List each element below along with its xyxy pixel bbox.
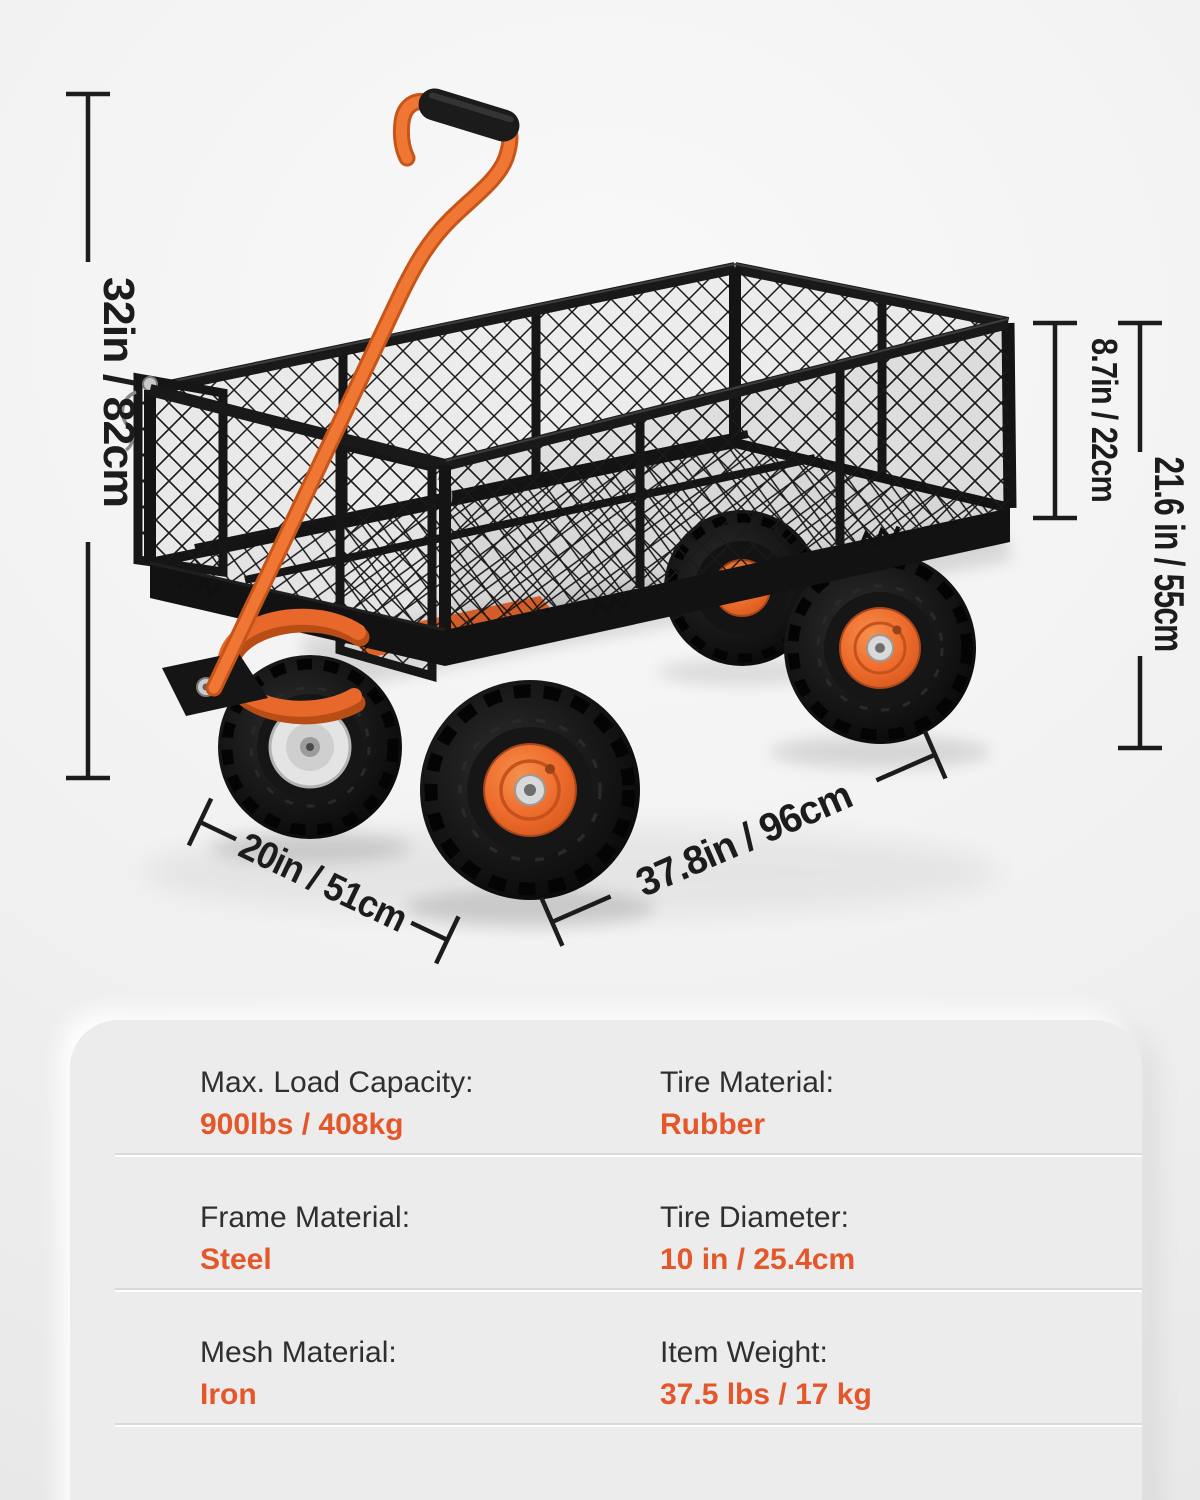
cart-illustration: 32in / 82cm 8.7in / 22cm 21.6 in / 55cm …	[66, 88, 1193, 965]
spec-label: Mesh Material:	[200, 1336, 397, 1369]
spec-tire-diameter: Tire Diameter: 10 in / 25.4cm	[660, 1201, 1122, 1277]
spring-clip	[590, 593, 633, 617]
spec-value: Rubber	[660, 1108, 765, 1141]
hub-slot	[545, 764, 555, 774]
spec-label: Tire Material:	[660, 1066, 834, 1099]
spec-value: 900lbs / 408kg	[200, 1108, 404, 1141]
spec-value: Iron	[200, 1378, 257, 1411]
spec-row-1: Max. Load Capacity: 900lbs / 408kg Tire …	[70, 1020, 1142, 1153]
divider	[115, 1288, 1142, 1290]
wheel-front-right	[420, 680, 640, 900]
spec-label: Tire Diameter:	[660, 1201, 849, 1234]
spec-max-load: Max. Load Capacity: 900lbs / 408kg	[200, 1066, 660, 1142]
front-gate-panel	[120, 372, 228, 578]
divider	[115, 1423, 1142, 1425]
spec-value: 37.5 lbs / 17 kg	[660, 1378, 872, 1411]
spec-card: Max. Load Capacity: 900lbs / 408kg Tire …	[70, 1020, 1142, 1500]
dimension-side-wall-height: 8.7in / 22cm	[1033, 320, 1125, 521]
spring-clip	[176, 573, 224, 599]
divider	[115, 1153, 1142, 1155]
handle-shaft	[208, 96, 516, 694]
spec-row-3: Mesh Material: Iron Item Weight: 37.5 lb…	[70, 1290, 1142, 1423]
spec-tire-material: Tire Material: Rubber	[660, 1066, 1122, 1142]
spec-row-2: Frame Material: Steel Tire Diameter: 10 …	[70, 1155, 1142, 1288]
spec-frame-material: Frame Material: Steel	[200, 1201, 660, 1277]
dimension-label-side-wall-height: 8.7in / 22cm	[1084, 338, 1125, 502]
spec-label: Item Weight:	[660, 1336, 828, 1369]
spec-mesh-material: Mesh Material: Iron	[200, 1336, 660, 1412]
spec-item-weight: Item Weight: 37.5 lbs / 17 kg	[660, 1336, 1122, 1412]
spec-value: Steel	[200, 1243, 272, 1276]
wheel-rear-right	[784, 552, 976, 744]
dimension-label-height-to-rim: 21.6 in / 55cm	[1146, 457, 1193, 652]
dimension-height-overall: 32in / 82cm	[66, 91, 143, 781]
spec-value: 10 in / 25.4cm	[660, 1243, 856, 1276]
spec-label: Frame Material:	[200, 1201, 411, 1234]
handle-assembly	[162, 88, 520, 725]
spring-clip	[858, 525, 901, 549]
dimension-label-height-overall: 32in / 82cm	[94, 277, 143, 507]
hub-slot	[892, 625, 902, 635]
side-panel-near	[148, 317, 1010, 630]
handle-grip	[418, 88, 520, 142]
spec-label: Max. Load Capacity:	[200, 1066, 474, 1099]
latch-wire	[120, 390, 137, 452]
side-panel-far	[148, 262, 737, 568]
dimension-height-to-rim: 21.6 in / 55cm	[1118, 320, 1193, 751]
